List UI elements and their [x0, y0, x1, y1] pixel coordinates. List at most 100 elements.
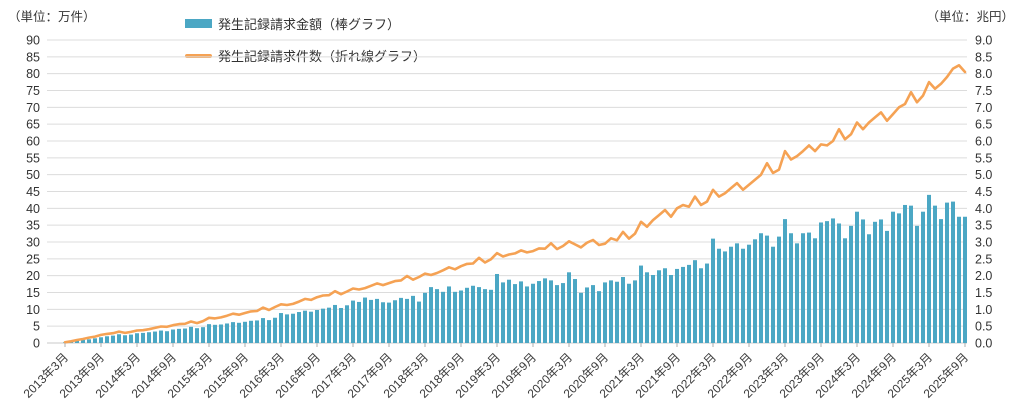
right-axis-tick-label: 3.5: [975, 219, 992, 233]
bar: [279, 313, 283, 343]
bar: [933, 205, 937, 343]
bar: [321, 308, 325, 343]
bar: [609, 280, 613, 343]
bar: [243, 321, 247, 343]
bar: [303, 310, 307, 343]
bar: [411, 295, 415, 343]
bar: [759, 233, 763, 343]
bar: [921, 211, 925, 343]
bar: [819, 222, 823, 343]
bar: [135, 333, 139, 343]
bar: [741, 248, 745, 343]
bar: [915, 225, 919, 343]
bar: [879, 219, 883, 343]
bar: [873, 221, 877, 343]
bar: [477, 287, 481, 343]
right-axis-tick-label: 6.5: [975, 118, 992, 132]
bar: [753, 239, 757, 343]
bar: [957, 216, 961, 343]
bar: [153, 331, 157, 343]
bar: [483, 289, 487, 343]
legend-item-amount-label: 発生記録請求金額（棒グラフ）: [218, 17, 401, 32]
bar: [459, 290, 463, 343]
bar: [507, 279, 511, 343]
bar: [807, 232, 811, 343]
bar: [315, 310, 319, 343]
bar: [735, 243, 739, 343]
bar: [327, 307, 331, 343]
bar: [561, 283, 565, 343]
bar: [81, 339, 85, 343]
left-axis-tick-label: 90: [26, 34, 40, 48]
left-axis-tick-label: 40: [26, 202, 40, 216]
bar: [393, 300, 397, 343]
bar: [105, 336, 109, 343]
bar: [861, 219, 865, 343]
bars-series: [63, 194, 967, 343]
bar: [291, 313, 295, 343]
bar: [297, 312, 301, 343]
bar: [549, 280, 553, 343]
bar: [723, 251, 727, 343]
bar: [513, 284, 517, 343]
bar: [219, 324, 223, 343]
left-axis-tick-label: 70: [26, 101, 40, 115]
bar: [777, 236, 781, 343]
bar: [813, 238, 817, 343]
right-axis-tick-label: 2.0: [975, 269, 992, 283]
bar: [309, 311, 313, 343]
bar: [801, 233, 805, 343]
left-axis-tick-label: 0: [33, 337, 40, 351]
right-axis-tick-label: 8.0: [975, 67, 992, 81]
left-axis-tick-label: 35: [26, 219, 40, 233]
bar: [729, 246, 733, 343]
bar: [375, 298, 379, 343]
right-axis-tick-label: 0.0: [975, 337, 992, 351]
right-axis-tick-label: 9.0: [975, 34, 992, 48]
bar: [369, 299, 373, 343]
bar: [489, 289, 493, 343]
left-axis-tick-label: 20: [26, 269, 40, 283]
bar: [141, 332, 145, 343]
bar: [675, 268, 679, 343]
bar: [783, 219, 787, 343]
bar: [147, 332, 151, 343]
bar: [567, 272, 571, 343]
bar: [519, 281, 523, 343]
bar: [333, 304, 337, 343]
bar: [885, 230, 889, 343]
bar: [237, 322, 241, 343]
bar: [903, 204, 907, 343]
bar: [789, 233, 793, 343]
bar: [663, 268, 667, 343]
legend-item-amount: 発生記録請求金額（棒グラフ）: [185, 13, 426, 34]
bar: [681, 266, 685, 343]
bar-series-swatch-icon: [185, 19, 212, 28]
right-axis-tick-label: 4.0: [975, 202, 992, 216]
bar: [93, 338, 97, 343]
bar: [849, 225, 853, 343]
bar: [909, 205, 913, 343]
right-axis-unit-label: （単位：兆円）: [926, 10, 1014, 24]
bar: [927, 194, 931, 343]
bar: [381, 302, 385, 343]
bar: [429, 287, 433, 343]
bar: [615, 281, 619, 343]
bar: [825, 221, 829, 343]
bar: [657, 270, 661, 343]
bar: [633, 280, 637, 343]
left-axis-tick-label: 45: [26, 185, 40, 199]
bar: [351, 300, 355, 343]
bar: [195, 328, 199, 343]
bar: [543, 278, 547, 343]
bar: [963, 216, 967, 343]
bar: [843, 238, 847, 343]
bar: [531, 283, 535, 343]
right-axis-tick-label: 5.5: [975, 151, 992, 165]
bar: [465, 287, 469, 343]
bar: [771, 246, 775, 343]
bar: [159, 330, 163, 343]
right-axis-tick-label: 6.0: [975, 135, 992, 149]
bar: [357, 301, 361, 343]
